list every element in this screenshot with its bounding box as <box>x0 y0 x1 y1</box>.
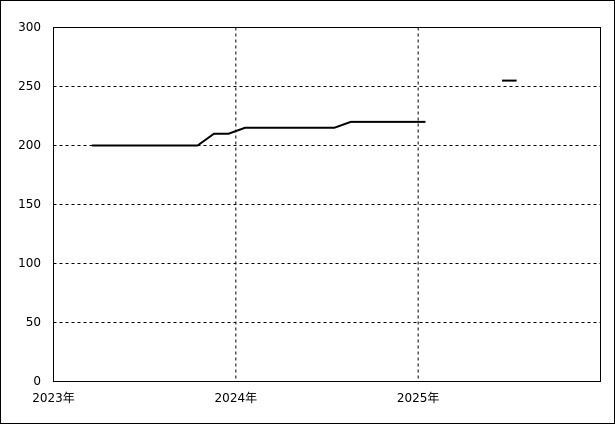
x-tick-label: 2023年 <box>32 391 75 405</box>
line <box>91 120 426 147</box>
y-tick-label: 50 <box>26 315 41 329</box>
x-tick-label: 2024年 <box>215 391 258 405</box>
y-tick-label: 150 <box>18 197 41 211</box>
y-tick-label: 200 <box>18 138 41 152</box>
y-tick-label: 300 <box>18 20 41 34</box>
y-tick-label: 250 <box>18 79 41 93</box>
y-tick-label: 0 <box>33 374 41 388</box>
y-tick-label: 100 <box>18 256 41 270</box>
x-tick-label: 2025年 <box>397 391 440 405</box>
